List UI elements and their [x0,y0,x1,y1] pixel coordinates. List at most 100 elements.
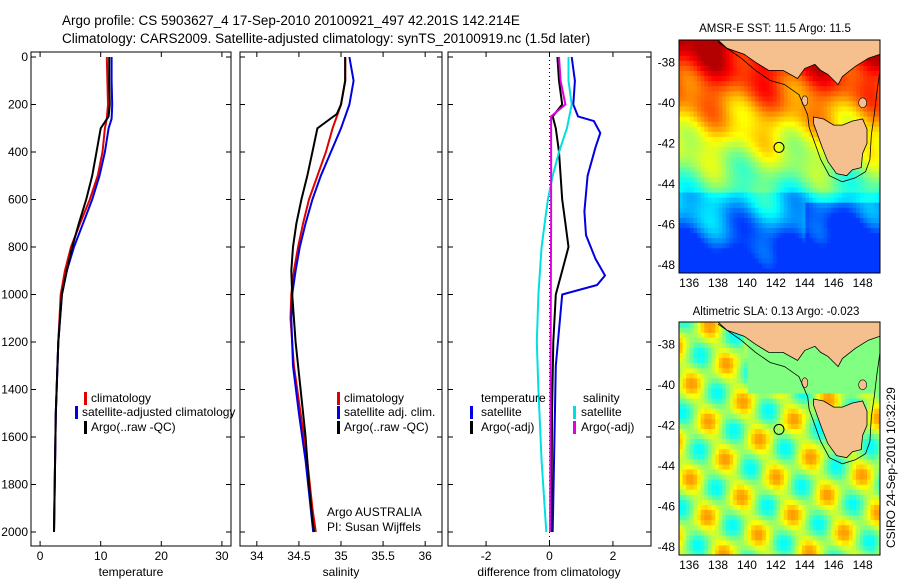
map-cell [704,166,709,173]
map-cell [726,75,731,82]
map-cell [838,367,843,374]
map-cell [867,247,872,254]
map-cell [707,131,713,137]
map-cell [700,100,705,107]
map-cell [845,186,850,193]
map-cell [736,212,741,218]
map-cell [711,105,716,112]
map-cell [754,110,760,117]
map-cell [736,171,741,178]
map-cell [704,458,709,465]
map-cell [718,357,723,364]
annotation-pi: PI: Susan Wijffels [327,520,421,534]
map-cell [809,398,814,404]
map-cell [791,247,796,254]
map-cell [783,110,788,117]
map-cell [856,65,861,71]
map-cell [834,222,839,228]
map-cell [812,474,817,480]
map-cell [733,166,738,173]
map-cell [697,392,702,399]
map-cell [801,110,807,117]
map-cell [689,342,694,348]
map-cell [689,227,694,234]
map-cell [718,367,723,374]
map-cell [856,202,861,208]
map-cell [740,110,745,117]
map-cell [809,166,814,173]
map-cell [809,524,814,531]
map-ytick-label: -44 [658,459,676,473]
map-cell [780,237,785,244]
map-cell [856,252,861,259]
map-cell [700,262,705,269]
map-cell [758,181,763,188]
map-cell [707,372,713,379]
map-cell [877,252,880,259]
map-cell [744,222,749,228]
map-cell [751,549,756,555]
map-cell [845,227,850,234]
map-cell [733,352,738,359]
map-cell [841,403,846,409]
map-cell [726,463,731,470]
map-cell [726,197,731,203]
map-cell [830,499,835,505]
map-cell [700,126,705,132]
map-cell [773,247,778,254]
map-cell [838,377,843,384]
map-cell [700,252,705,259]
map-cell [773,227,778,234]
map-cell [700,186,705,193]
map-cell [729,398,734,404]
map-cell [801,212,807,218]
map-cell [729,227,734,234]
map-cell [805,352,810,359]
map-cell [805,267,810,273]
map-cell [870,212,875,218]
map-cell [733,392,738,399]
map-cell [744,392,749,399]
map-cell [765,418,770,424]
map-cell [863,222,868,228]
map-cell [870,95,875,102]
map-cell [733,267,738,273]
map-cell [686,65,691,71]
map-cell [780,428,785,435]
map-cell [747,382,752,389]
map-cell [711,453,716,460]
map-cell [780,166,785,173]
map-cell [823,85,828,92]
map-cell [794,418,799,424]
map-cell [718,529,723,536]
map-cell [820,146,825,153]
map-cell [693,504,698,510]
map-cell [765,141,770,147]
map-cell [726,110,731,117]
map-cell [816,357,821,364]
map-cell [827,222,832,228]
map-cell [736,479,741,485]
map-cell [733,544,738,551]
map-cell [834,181,839,188]
map-cell [841,176,846,183]
map-cell [726,202,731,208]
map-cell [794,392,799,399]
map-cell [834,237,839,244]
map-cell [682,377,687,384]
map-cell [827,100,832,107]
map-cell [780,362,785,369]
map-cell [715,95,720,102]
map-cell [704,207,709,213]
map-cell [697,499,702,505]
map-cell [791,484,796,490]
map-cell [700,367,705,374]
map-cell [711,519,716,526]
map-cell [740,504,745,510]
map-cell [754,100,760,107]
map-cell [762,433,767,440]
map-cell [689,75,694,82]
map-cell [751,453,756,460]
map-cell [700,377,705,384]
map-cell [877,60,880,66]
